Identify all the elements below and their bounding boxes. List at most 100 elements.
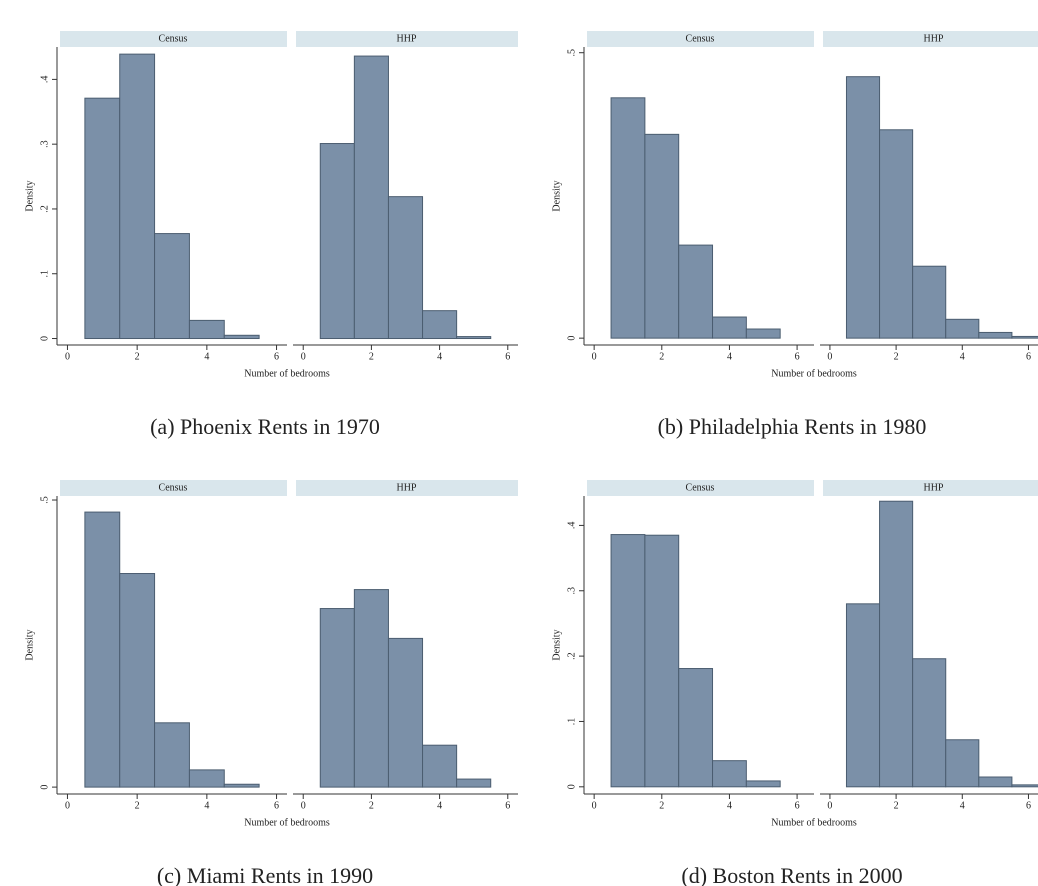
bar — [879, 129, 914, 339]
panel-title: Census — [159, 33, 188, 44]
bar — [879, 500, 914, 788]
panel-strip — [823, 480, 1038, 496]
caption: (a) Phoenix Rents in 1970 — [150, 414, 380, 439]
x-tick-label: 6 — [505, 351, 510, 362]
x-tick-label: 4 — [437, 351, 442, 362]
bar — [456, 336, 492, 340]
bar — [978, 776, 1013, 788]
bar — [119, 573, 156, 788]
bar — [745, 780, 781, 788]
x-tick-label: 4 — [727, 800, 732, 811]
y-axis-label: Density — [24, 180, 35, 211]
x-tick-label: 2 — [894, 351, 899, 362]
panel-title: Census — [159, 482, 188, 493]
bar — [978, 331, 1013, 339]
y-axis-label: Density — [551, 629, 562, 660]
y-tick-label: .4 — [566, 522, 577, 530]
x-tick-label: 0 — [65, 351, 70, 362]
panel-strip — [60, 480, 287, 496]
panel-title: HHP — [396, 482, 416, 493]
bar — [422, 310, 458, 340]
y-tick-label: .5 — [39, 496, 50, 504]
bar — [712, 760, 747, 788]
x-tick-label: 4 — [204, 800, 209, 811]
panel-strip — [587, 31, 814, 47]
x-tick-label: 6 — [274, 351, 279, 362]
bar — [712, 316, 747, 339]
bar — [422, 744, 458, 788]
x-tick-label: 0 — [65, 800, 70, 811]
bar — [912, 265, 947, 339]
x-axis-label: Number of bedrooms — [244, 817, 330, 828]
x-axis-label: Number of bedrooms — [771, 817, 857, 828]
panel-title: HHP — [923, 482, 943, 493]
bar — [84, 511, 121, 788]
x-axis-label: Number of bedrooms — [244, 368, 330, 379]
bar — [745, 328, 781, 339]
x-tick-label: 6 — [505, 800, 510, 811]
bar — [1011, 335, 1038, 339]
y-axis-label: Density — [551, 180, 562, 211]
panel-strip — [823, 31, 1038, 47]
x-tick-label: 6 — [1026, 800, 1031, 811]
bar — [845, 76, 881, 339]
x-tick-label: 6 — [1026, 351, 1031, 362]
bar — [188, 319, 225, 340]
x-tick-label: 6 — [795, 351, 800, 362]
y-tick-label: .3 — [566, 587, 577, 595]
bar — [610, 534, 646, 788]
bar — [119, 53, 156, 340]
bar — [387, 637, 424, 788]
x-tick-label: 0 — [592, 800, 597, 811]
caption: (c) Miami Rents in 1990 — [157, 863, 373, 886]
y-tick-label: .1 — [39, 270, 50, 278]
x-tick-label: 4 — [960, 800, 965, 811]
bar — [678, 668, 714, 788]
bar — [945, 318, 980, 339]
bar — [154, 722, 190, 788]
x-tick-label: 2 — [659, 351, 664, 362]
panel-strip — [296, 31, 518, 47]
panel-title: HHP — [396, 33, 416, 44]
x-tick-label: 2 — [894, 800, 899, 811]
y-axis-label: Density — [24, 629, 35, 660]
x-tick-label: 0 — [301, 800, 306, 811]
bar — [912, 658, 947, 788]
y-tick-label: .2 — [566, 652, 577, 660]
x-tick-label: 0 — [301, 351, 306, 362]
bar — [353, 589, 389, 788]
y-tick-label: .5 — [566, 49, 577, 57]
x-tick-label: 4 — [960, 351, 965, 362]
y-tick-label: 0 — [39, 336, 50, 341]
bar — [845, 603, 881, 788]
bar — [353, 55, 389, 340]
bar — [644, 534, 680, 788]
bar — [319, 608, 355, 788]
x-axis-label: Number of bedrooms — [771, 368, 857, 379]
y-tick-label: .4 — [39, 76, 50, 84]
bar — [456, 778, 492, 788]
bar — [387, 196, 424, 340]
panel-strip — [296, 480, 518, 496]
bar — [319, 143, 355, 340]
bar — [678, 244, 714, 339]
x-tick-label: 0 — [827, 800, 832, 811]
x-tick-label: 4 — [727, 351, 732, 362]
x-tick-label: 0 — [592, 351, 597, 362]
y-tick-label: 0 — [566, 336, 577, 341]
x-tick-label: 2 — [369, 351, 374, 362]
bar — [1011, 784, 1038, 788]
x-tick-label: 4 — [437, 800, 442, 811]
bar — [84, 97, 121, 340]
panel-title: Census — [686, 482, 715, 493]
panel-title: Census — [686, 33, 715, 44]
y-tick-label: .2 — [39, 205, 50, 213]
bar — [188, 769, 225, 788]
caption: (d) Boston Rents in 2000 — [681, 863, 902, 886]
bar — [610, 97, 646, 339]
panel-strip — [587, 480, 814, 496]
x-tick-label: 2 — [369, 800, 374, 811]
bar — [223, 334, 260, 340]
x-tick-label: 6 — [795, 800, 800, 811]
